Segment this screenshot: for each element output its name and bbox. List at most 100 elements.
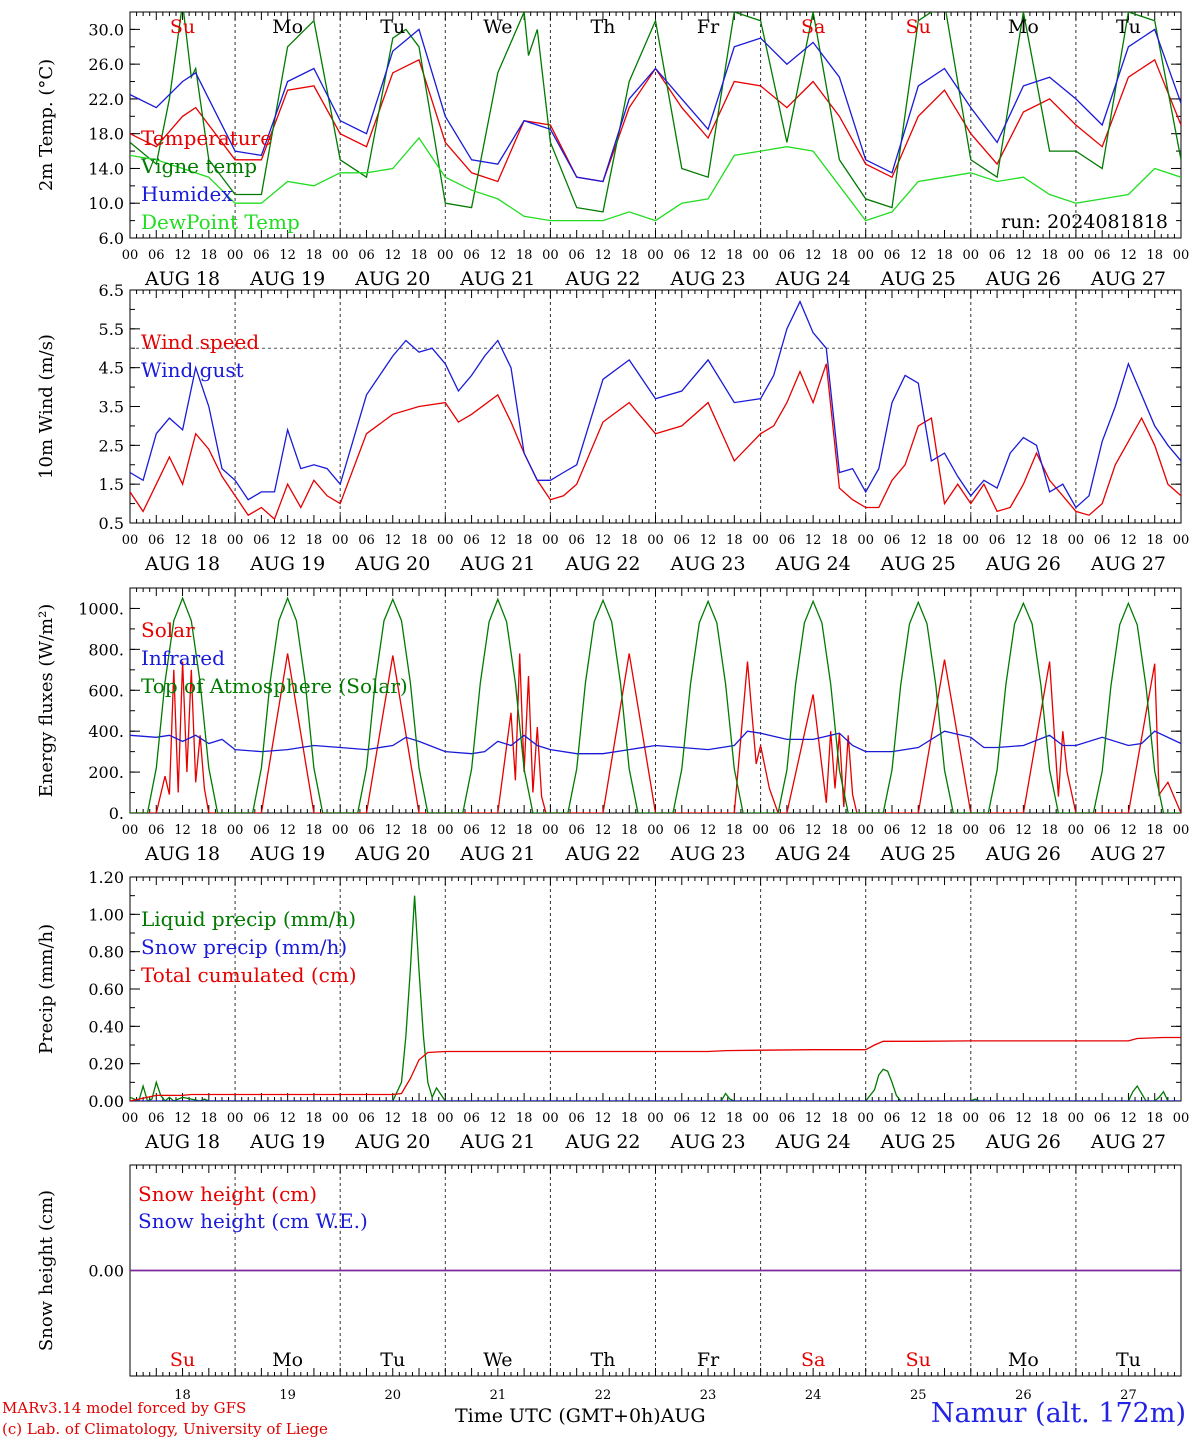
hour-tick-label: 18 <box>411 533 428 548</box>
hour-tick-label: 12 <box>1120 248 1137 263</box>
hour-tick-label: 18 <box>306 1111 323 1126</box>
hour-tick-label: 12 <box>1015 1111 1032 1126</box>
legend-entry: Vigne temp <box>140 154 257 178</box>
day-number-label: 26 <box>1015 1388 1032 1403</box>
hour-tick-label: 06 <box>884 248 901 263</box>
panel-1: 30.0 26.0 22.0 18.0 14.0 10.0 6.0 2m Temp. (°C)… <box>36 11 1189 290</box>
hour-tick-label: 12 <box>384 248 401 263</box>
y-tick-label: 400. <box>88 722 124 741</box>
y-axis-title: Precip (mm/h) <box>36 924 57 1054</box>
hour-tick-label: 12 <box>490 533 507 548</box>
hour-tick-label: 18 <box>201 1111 218 1126</box>
date-label: AUG 21 <box>459 843 535 865</box>
hour-tick-label: 18 <box>936 533 953 548</box>
hour-tick-label: 06 <box>1094 823 1111 838</box>
panel-5: 0.00 Snow height (cm) Snow height (cm) Snow… <box>36 1164 1182 1403</box>
series-line-3 <box>130 28 1181 183</box>
hour-tick-label: 12 <box>805 533 822 548</box>
date-label: AUG 18 <box>144 268 220 290</box>
hour-tick-label: 12 <box>700 823 717 838</box>
series-line-2 <box>130 730 1181 755</box>
hour-tick-label: 06 <box>148 533 165 548</box>
hour-tick-label: 00 <box>1173 533 1190 548</box>
legend-entry: DewPoint Temp <box>141 210 300 234</box>
hour-tick-label: 06 <box>779 248 796 263</box>
hour-tick-label: 12 <box>910 1111 927 1126</box>
hour-tick-label: 18 <box>201 248 218 263</box>
hour-tick-label: 00 <box>122 823 139 838</box>
day-abbr-label: Th <box>590 16 615 38</box>
hour-tick-label: 06 <box>674 533 691 548</box>
hour-tick-label: 12 <box>384 1111 401 1126</box>
hour-tick-label: 06 <box>358 248 375 263</box>
day-abbr-label: Tu <box>1116 16 1141 38</box>
hour-tick-label: 00 <box>857 823 874 838</box>
hour-tick-label: 06 <box>568 248 585 263</box>
panel-2: 6.5 5.5 4.5 3.5 2.5 1.5 0.5 10m Wind (m/s) Wind … <box>36 281 1189 575</box>
hour-tick-label: 00 <box>963 1111 980 1126</box>
hour-tick-label: 12 <box>700 533 717 548</box>
hour-tick-label: 06 <box>148 823 165 838</box>
hour-tick-label: 18 <box>516 1111 533 1126</box>
hour-tick-label: 18 <box>1146 533 1163 548</box>
date-label: AUG 20 <box>354 1131 430 1153</box>
date-label: AUG 24 <box>775 1131 851 1153</box>
date-label: AUG 18 <box>144 1131 220 1153</box>
hour-tick-label: 00 <box>752 533 769 548</box>
y-tick-label: 1.5 <box>99 475 124 494</box>
y-tick-label: 800. <box>88 640 124 659</box>
hour-tick-label: 06 <box>148 1111 165 1126</box>
hour-tick-label: 18 <box>1041 533 1058 548</box>
series-line-1 <box>130 653 1181 813</box>
y-tick-label: 600. <box>88 681 124 700</box>
station-name: Namur (alt. 172m) <box>930 1398 1186 1429</box>
hour-tick-label: 12 <box>805 1111 822 1126</box>
legend-entry: Snow precip (mm/h) <box>141 935 347 959</box>
hour-tick-label: 00 <box>647 248 664 263</box>
hour-tick-label: 18 <box>831 823 848 838</box>
day-abbr-label: Su <box>906 1349 931 1371</box>
legend-entry: Snow height (cm) <box>138 1182 317 1206</box>
hour-tick-label: 00 <box>542 248 559 263</box>
hour-tick-label: 00 <box>963 823 980 838</box>
hour-tick-label: 18 <box>621 823 638 838</box>
y-tick-label: 4.5 <box>99 359 124 378</box>
hour-tick-label: 00 <box>332 533 349 548</box>
hour-tick-label: 18 <box>831 248 848 263</box>
hour-tick-label: 00 <box>227 823 244 838</box>
hour-tick-label: 00 <box>332 1111 349 1126</box>
hour-tick-label: 12 <box>595 823 612 838</box>
day-abbr-label: Su <box>170 1349 195 1371</box>
hour-tick-label: 18 <box>726 1111 743 1126</box>
hour-tick-label: 00 <box>752 248 769 263</box>
hour-tick-label: 12 <box>910 823 927 838</box>
hour-tick-label: 12 <box>700 248 717 263</box>
hour-tick-label: 06 <box>253 533 270 548</box>
hour-tick-label: 18 <box>1146 1111 1163 1126</box>
legend-entry: Top of Atmosphere (Solar) <box>141 674 408 698</box>
hour-tick-label: 00 <box>437 533 454 548</box>
hour-tick-label: 18 <box>411 823 428 838</box>
hour-tick-label: 06 <box>989 248 1006 263</box>
date-label: AUG 19 <box>249 843 325 865</box>
hour-tick-label: 18 <box>621 1111 638 1126</box>
hour-tick-label: 18 <box>936 823 953 838</box>
hour-tick-label: 12 <box>384 823 401 838</box>
hour-tick-label: 00 <box>437 1111 454 1126</box>
y-tick-label: 0.00 <box>88 1092 124 1111</box>
hour-tick-label: 06 <box>989 823 1006 838</box>
legend-entry: Wind gust <box>141 358 244 382</box>
y-tick-label: 0. <box>109 804 124 823</box>
series-line-3 <box>130 1036 1181 1101</box>
hour-tick-label: 00 <box>857 533 874 548</box>
day-number-label: 23 <box>700 1388 717 1403</box>
hour-tick-label: 12 <box>174 248 191 263</box>
hour-tick-label: 00 <box>963 533 980 548</box>
hour-tick-label: 06 <box>1094 248 1111 263</box>
day-abbr-label: Tu <box>1116 1349 1141 1371</box>
hour-tick-label: 18 <box>936 248 953 263</box>
date-label: AUG 23 <box>669 268 745 290</box>
hour-tick-label: 06 <box>674 248 691 263</box>
copyright-credit: (c) Lab. of Climatology, University of L… <box>2 1420 328 1438</box>
hour-tick-label: 12 <box>279 533 296 548</box>
